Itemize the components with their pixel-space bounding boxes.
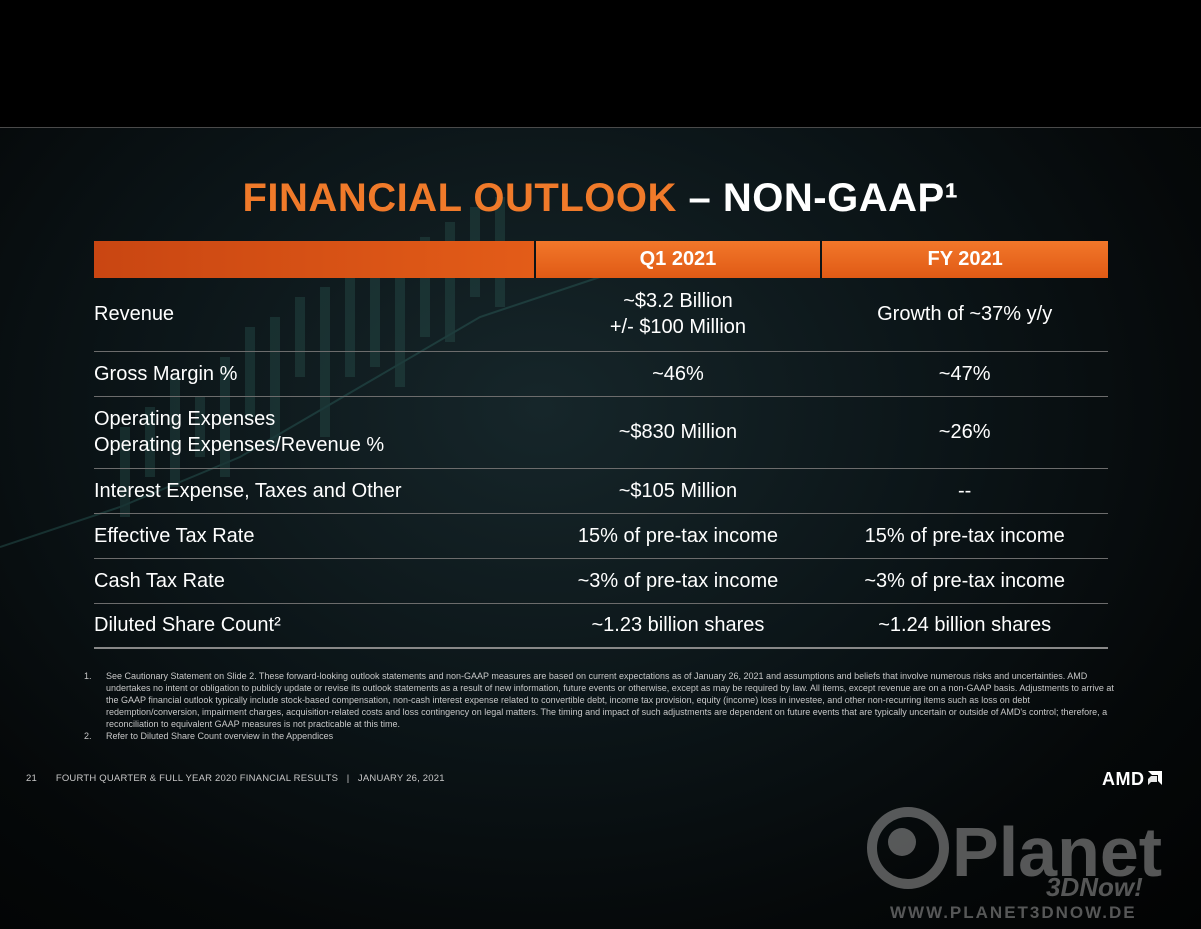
footnote-text: Refer to Diluted Share Count overview in… [106,731,334,741]
q1-2021-value-line: ~$830 Million [618,421,738,443]
row-label-line: Interest Expense, Taxes and Other [94,479,402,502]
row-label: Operating Expenses Operating Expenses/Rev… [94,396,535,469]
q1-2021-value: 15% of pre-tax income [534,513,822,559]
fy-2021-value: ~3% of pre-tax income [821,558,1108,604]
q1-2021-value: ~$105 Million [534,468,822,514]
row-label-line: Operating Expenses/Revenue % [94,434,385,456]
fy-2021-value: ~26% [821,396,1108,469]
amd-logo: AMD [1102,769,1162,790]
footnote-number: 1. [84,671,92,681]
amd-logo-text: AMD [1102,769,1145,789]
slide-footer: 21 FOURTH QUARTER & FULL YEAR 2020 FINAN… [26,773,445,784]
q1-2021-value-line: ~46% [652,362,704,385]
row-label-line: Gross Margin % [94,362,238,385]
outlook-table: Q1 2021 FY 2021 Revenue ~$3.2 Billion +/- … [94,241,1108,649]
watermark-name: Planet [952,813,1162,891]
footnote-text: See Cautionary Statement on Slide 2. The… [106,671,1114,729]
watermark-sub: 3DNow! [1046,872,1143,902]
row-label-line: Revenue [94,303,175,326]
table-row: Revenue ~$3.2 Billion +/- $100 Million Grow… [94,278,1108,352]
fy-2021-value-line: ~47% [938,362,991,385]
planet3dnow-watermark: Planet 3DNow! WWW.PLANET3DNOW.DE [867,807,1162,922]
q1-2021-value: ~46% [534,351,822,397]
footer-text: FOURTH QUARTER & FULL YEAR 2020 FINANCIA… [55,773,445,784]
q1-2021-value: ~1.23 billion shares [534,603,822,649]
fy-2021-value: Growth of ~37% y/y [821,278,1108,352]
fy-2021-value: -- [821,468,1108,514]
table-header-row: Q1 2021 FY 2021 [94,241,1108,278]
footnote-number: 2. [84,731,92,741]
q1-2021-value-line: ~$105 Million [618,479,738,502]
table-row: Operating Expenses Operating Expenses/Rev… [94,396,1108,469]
row-label: Interest Expense, Taxes and Other [94,468,535,514]
slide-title: FINANCIAL OUTLOOK – NON-GAAP¹ [0,176,1201,221]
row-label: Effective Tax Rate [94,513,535,559]
q1-2021-value: ~$3.2 Billion +/- $100 Million [534,278,822,352]
header-fy-2021: FY 2021 [820,241,1108,278]
footnote-1: 1. See Cautionary Statement on Slide 2. … [84,670,1124,730]
page-number: 21 [26,773,37,784]
q1-2021-value-line: +/- $100 Million [609,316,747,339]
table-row: Cash Tax Rate ~3% of pre-tax income ~3% of… [94,558,1108,604]
row-label-line: Operating Expenses [94,408,276,430]
row-label-line: Effective Tax Rate [94,524,255,547]
q1-2021-value-line: ~$3.2 Billion [623,290,733,313]
watermark-url: WWW.PLANET3DNOW.DE [890,903,1137,922]
title-highlight: FINANCIAL OUTLOOK [242,176,677,220]
q1-2021-value-line: ~3% of pre-tax income [577,569,779,592]
fy-2021-value-line: 15% of pre-tax income [864,524,1065,547]
q1-2021-value-line: ~1.23 billion shares [591,614,765,637]
fy-2021-value-line: ~26% [938,421,991,443]
row-label-line: Cash Tax Rate [94,569,225,592]
footnotes: 1. See Cautionary Statement on Slide 2. … [84,670,1124,742]
table-row: Effective Tax Rate 15% of pre-tax income 1… [94,513,1108,559]
header-label-column [94,241,535,278]
table-row: Diluted Share Count² ~1.23 billion shares… [94,603,1108,649]
row-label: Gross Margin % [94,351,535,397]
row-label-line: Diluted Share Count² [94,614,281,637]
fy-2021-value: ~1.24 billion shares [821,603,1108,649]
fy-2021-value-line: -- [957,479,972,502]
table-row: Gross Margin % ~46% ~47% [94,351,1108,397]
fy-2021-value-line: ~1.24 billion shares [878,614,1052,637]
row-label: Cash Tax Rate [94,558,535,604]
row-label: Revenue [94,278,535,352]
fy-2021-value-line: ~3% of pre-tax income [864,569,1065,592]
row-label: Diluted Share Count² [94,603,535,649]
title-suffix: – NON-GAAP¹ [676,176,959,220]
q1-2021-value: ~$830 Million [534,396,822,469]
amd-arrow-icon [1147,771,1162,785]
fy-2021-value-line: Growth of ~37% y/y [877,303,1053,326]
table-row: Interest Expense, Taxes and Other ~$105 M… [94,468,1108,514]
header-q1-2021: Q1 2021 [533,241,822,278]
fy-2021-value: ~47% [821,351,1108,397]
footnote-2: 2. Refer to Diluted Share Count overview… [84,730,1124,742]
table-body: Revenue ~$3.2 Billion +/- $100 Million Grow… [94,278,1108,649]
q1-2021-value-line: 15% of pre-tax income [577,524,778,547]
fy-2021-value: 15% of pre-tax income [821,513,1108,559]
q1-2021-value: ~3% of pre-tax income [534,558,822,604]
